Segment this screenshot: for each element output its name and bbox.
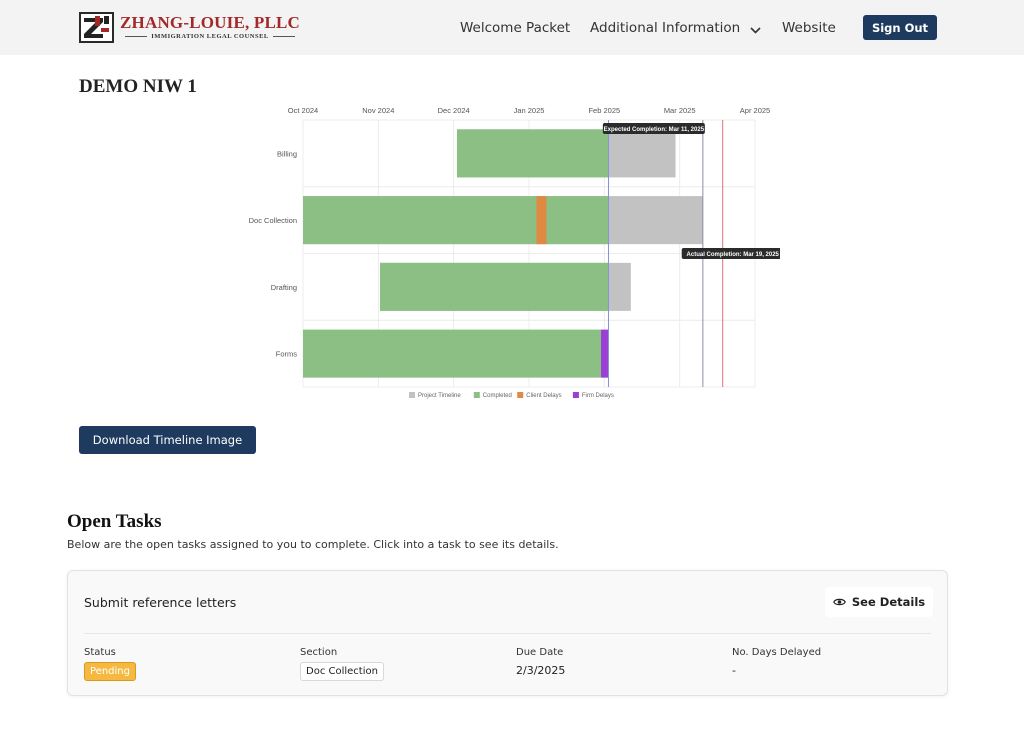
due-date-label: Due Date: [516, 647, 564, 658]
legend-label: Completed: [483, 393, 512, 399]
category-label: Billing: [277, 149, 297, 158]
task-name: Submit reference letters: [84, 595, 237, 610]
days-delayed-value: -: [732, 664, 736, 677]
sign-out-button[interactable]: Sign Out: [863, 15, 937, 40]
legend-swatch: [517, 392, 524, 398]
legend-label: Firm Delays: [582, 393, 614, 399]
logo-name: ZHANG-LOUIE, PLLC: [120, 13, 301, 32]
section-badge: Doc Collection: [300, 662, 384, 681]
nav-website[interactable]: Website: [782, 19, 836, 36]
status-badge: Pending: [84, 662, 136, 681]
bar-completed: [303, 196, 609, 245]
status-label: Status: [84, 647, 116, 658]
open-tasks-description: Below are the open tasks assigned to you…: [67, 538, 559, 551]
legend-label: Project Timeline: [418, 393, 461, 399]
category-label: Forms: [276, 350, 297, 359]
bar-completed: [456, 129, 609, 178]
category-label: Doc Collection: [249, 216, 297, 225]
logo-mark-icon: [79, 11, 114, 43]
project-title: DEMO NIW 1: [79, 76, 197, 97]
legend-label: Client Delays: [526, 393, 561, 399]
legend-swatch: [409, 392, 415, 398]
bar-client-delays: [536, 196, 547, 245]
days-delayed-label: No. Days Delayed: [732, 647, 822, 658]
x-tick-label: Jan 2025: [514, 106, 545, 115]
bar-completed: [303, 329, 602, 378]
completion-callout-label: Expected Completion: Mar 11, 2025: [604, 127, 705, 133]
task-divider: [84, 633, 931, 634]
due-date-value: 2/3/2025: [516, 664, 566, 677]
completion-callout-box: [602, 123, 705, 134]
legend-swatch: [572, 392, 579, 398]
x-tick-label: Oct 2024: [288, 106, 318, 115]
firm-logo[interactable]: ZHANG-LOUIE, PLLC IMMIGRATION LEGAL COUN…: [79, 11, 300, 43]
completion-callout-box: [681, 248, 780, 259]
section-label: Section: [300, 647, 338, 658]
x-tick-label: Dec 2024: [438, 106, 470, 115]
open-tasks-heading: Open Tasks: [67, 511, 162, 532]
category-label: Drafting: [271, 283, 297, 292]
timeline-chart: Oct 2024 Nov 2024 Dec 2024 Jan 2025 Feb 2025…: [249, 106, 780, 399]
nav-welcome-packet[interactable]: Welcome Packet: [460, 19, 571, 36]
completion-callout-label: Actual Completion: Mar 19, 2025: [687, 252, 780, 258]
x-tick-label: Nov 2024: [362, 106, 394, 115]
x-tick-label: Mar 2025: [664, 106, 696, 115]
x-tick-label: Apr 2025: [740, 106, 770, 115]
legend-swatch: [473, 392, 480, 398]
task-card[interactable]: Submit reference letters See Details Sta…: [67, 570, 948, 696]
bar-completed: [379, 262, 609, 311]
eye-icon: [833, 598, 846, 606]
nav-additional-information[interactable]: Additional Information: [590, 0, 761, 55]
chevron-down-icon: [750, 23, 761, 34]
logo-subtitle: IMMIGRATION LEGAL COUNSEL: [121, 33, 298, 40]
top-navbar: ZHANG-LOUIE, PLLC IMMIGRATION LEGAL COUN…: [0, 0, 1024, 55]
bar-firm-delays: [601, 329, 609, 378]
download-timeline-button[interactable]: Download Timeline Image: [79, 426, 256, 454]
see-details-button[interactable]: See Details: [825, 587, 933, 617]
x-tick-label: Feb 2025: [588, 106, 620, 115]
